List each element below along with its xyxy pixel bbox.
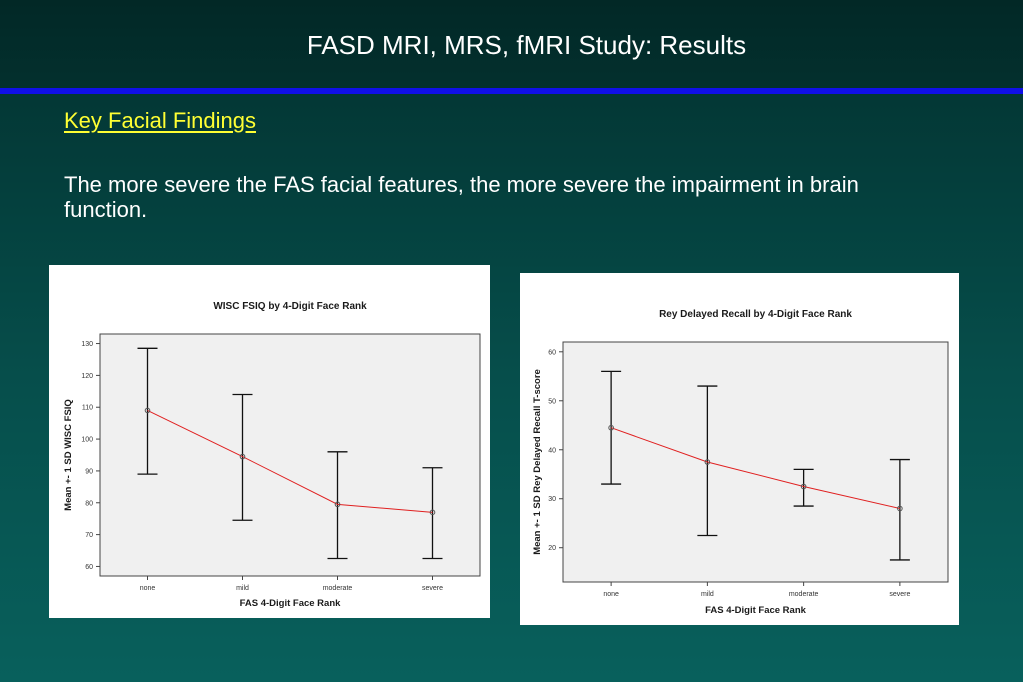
- mean-point: [608, 424, 614, 431]
- x-tick-label: none: [140, 585, 156, 592]
- x-tick-label: mild: [236, 585, 249, 592]
- body-text: The more severe the FAS facial features,…: [64, 172, 859, 222]
- slide-title: FASD MRI, MRS, fMRI Study: Results: [306, 30, 747, 60]
- section-heading: Key Facial Findings: [64, 108, 256, 133]
- mean-line: [610, 427, 900, 510]
- chart-rey-svg: Rey Delayed Recall by 4-Digit Face Rank 2…: [532, 309, 949, 616]
- x-tick-label: moderate: [323, 585, 353, 592]
- x-tick-label: mild: [701, 591, 714, 598]
- x-tick-label: moderate: [789, 591, 819, 598]
- y-tick-label: 110: [82, 405, 93, 412]
- title-divider: [0, 88, 1023, 94]
- y-axis-label: Mean +- 1 SD Rey Delayed Recall T-score: [532, 369, 543, 555]
- x-tick-label: severe: [422, 585, 443, 592]
- mean-point: [800, 483, 807, 490]
- chart-panel-rey: Rey Delayed Recall by 4-Digit Face Rank 2…: [520, 273, 959, 625]
- x-tick-label: severe: [889, 591, 910, 598]
- mean-point: [897, 505, 903, 512]
- mean-point: [334, 501, 341, 508]
- y-tick-label: 90: [85, 468, 93, 475]
- plot-area: [99, 333, 481, 577]
- chart-title: WISC FSIQ by 4-Digit Face Rank: [213, 301, 367, 312]
- chart-panel-wisc: WISC FSIQ by 4-Digit Face Rank 60 70 80 90 10…: [49, 265, 490, 618]
- y-tick-label: 70: [85, 532, 93, 539]
- y-tick-label: 120: [81, 373, 93, 380]
- mean-point: [239, 453, 246, 460]
- mean-point: [704, 459, 711, 465]
- y-tick-label: 60: [548, 349, 556, 356]
- chart-wisc-svg: WISC FSIQ by 4-Digit Face Rank 60 70 80 90 10…: [63, 301, 481, 609]
- y-tick-label: 100: [81, 437, 93, 444]
- y-tick-label: 60: [85, 564, 93, 571]
- x-axis-label: FAS 4-Digit Face Rank: [705, 605, 807, 616]
- mean-point: [429, 509, 436, 516]
- y-tick-label: 30: [548, 496, 556, 503]
- mean-line: [147, 409, 433, 513]
- y-tick-label: 130: [81, 341, 93, 348]
- y-tick-label: 80: [85, 500, 93, 507]
- title-bar: FASD MRI, MRS, fMRI Study: Results: [0, 0, 1023, 88]
- mean-point: [144, 407, 151, 414]
- y-tick-label: 20: [548, 545, 556, 552]
- chart-title: Rey Delayed Recall by 4-Digit Face Rank: [659, 309, 852, 320]
- plot-area: [562, 341, 949, 583]
- x-tick-label: none: [603, 591, 619, 598]
- y-tick-label: 40: [548, 447, 556, 454]
- x-axis-label: FAS 4-Digit Face Rank: [240, 598, 342, 609]
- y-axis-label: Mean +- 1 SD WISC FSIQ: [63, 399, 74, 511]
- y-tick-label: 50: [548, 398, 556, 405]
